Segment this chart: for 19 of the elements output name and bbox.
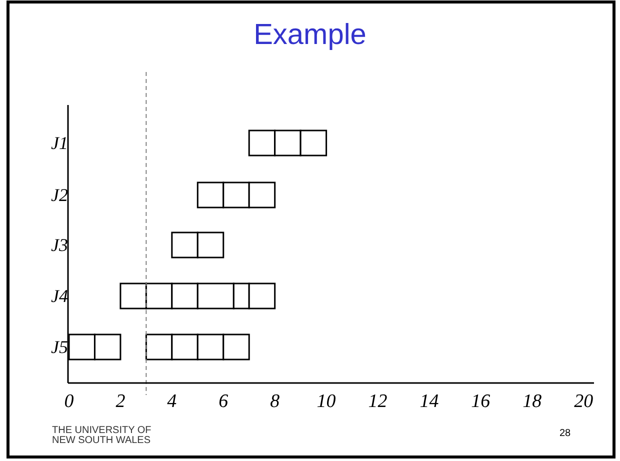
y-tick-label: J1	[51, 133, 68, 153]
x-tick-label: 6	[218, 391, 229, 412]
y-tick-label: J3	[51, 235, 68, 255]
x-tick-label: 14	[420, 391, 440, 412]
text: THE UNIVERSITY OF NEW SOUTH WALES	[52, 425, 152, 446]
x-tick-label: 12	[368, 391, 388, 412]
x-tick-label: 10	[316, 391, 336, 412]
x-tick-label: 4	[167, 391, 178, 412]
x-tick-label: 0	[64, 391, 74, 412]
y-tick-label: J4	[51, 286, 68, 306]
chart-title: Example	[254, 19, 366, 51]
y-tick-label: J5	[51, 337, 68, 357]
x-tick-label: 20	[574, 391, 594, 412]
x-tick-label: 18	[522, 391, 542, 412]
x-tick-label: 16	[471, 391, 491, 412]
y-tick-label: J2	[51, 185, 68, 205]
x-tick-label: 2	[116, 391, 126, 412]
text: 28	[559, 428, 571, 439]
x-tick-label: 8	[270, 391, 280, 412]
